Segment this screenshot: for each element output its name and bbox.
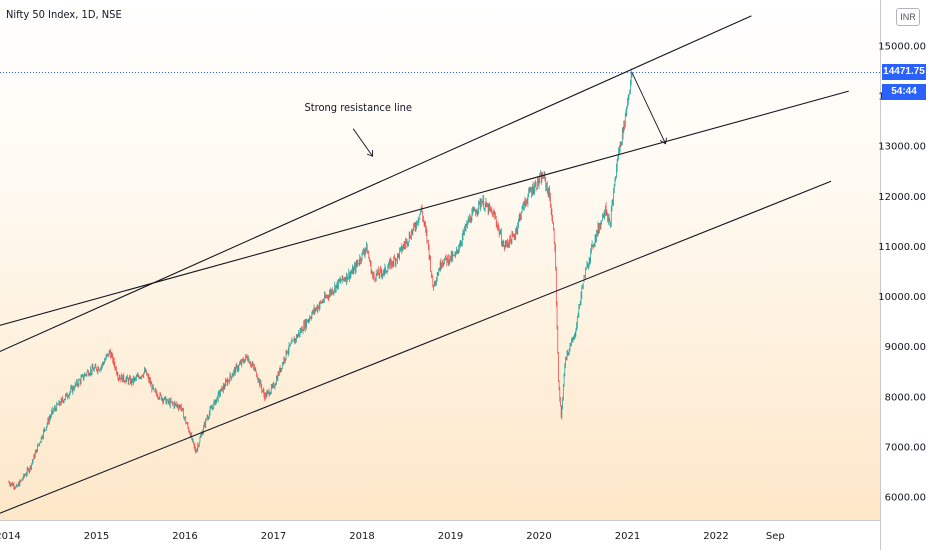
y-tick-label: 6000.00 xyxy=(885,493,926,504)
y-tick-label: 10000.00 xyxy=(878,292,926,303)
x-tick-label: 2021 xyxy=(615,531,640,542)
x-tick-label: 2022 xyxy=(703,531,728,542)
y-tick-label: 12000.00 xyxy=(878,192,926,203)
y-tick-label: 7000.00 xyxy=(885,442,926,453)
countdown-tag: 54:44 xyxy=(882,84,926,101)
x-tick-label: 2014 xyxy=(0,531,21,542)
currency-badge[interactable]: INR xyxy=(896,8,920,26)
upper-channel-line xyxy=(0,15,752,353)
time-axis[interactable] xyxy=(0,520,880,551)
y-tick-label: 11000.00 xyxy=(878,242,926,253)
x-tick-label: 2018 xyxy=(349,531,374,542)
x-tick-label: 2017 xyxy=(261,531,286,542)
x-tick-label: 2015 xyxy=(84,531,109,542)
resistance-line xyxy=(0,90,849,326)
y-tick-label: 9000.00 xyxy=(885,342,926,353)
x-tick-label: 2016 xyxy=(172,531,197,542)
projection-arrow xyxy=(631,72,666,143)
y-tick-label: 8000.00 xyxy=(885,392,926,403)
plot-layer xyxy=(0,15,880,514)
x-tick-label: 2019 xyxy=(438,531,463,542)
y-tick-label: 15000.00 xyxy=(878,42,926,53)
y-tick-label: 13000.00 xyxy=(878,142,926,153)
candles xyxy=(8,68,633,491)
chart-title: Nifty 50 Index, 1D, NSE xyxy=(6,8,122,21)
chart-area[interactable] xyxy=(0,0,880,520)
annotation-strong-resistance: Strong resistance line xyxy=(304,100,412,114)
x-tick-label: 2020 xyxy=(526,531,551,542)
lower-channel-line xyxy=(0,180,832,514)
x-tick-label: Sep xyxy=(766,531,785,542)
annotation-arrow xyxy=(352,128,372,157)
last-price-tag: 14471.75 xyxy=(882,64,926,81)
